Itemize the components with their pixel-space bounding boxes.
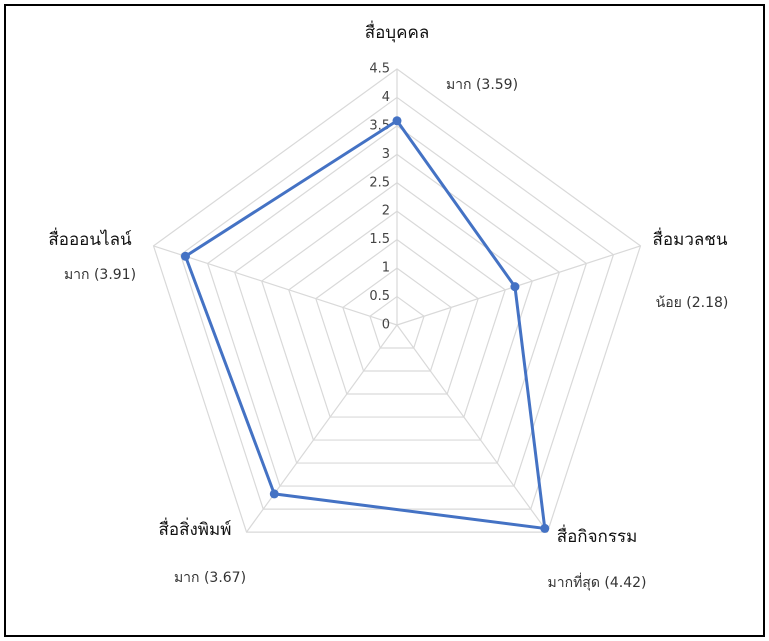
r-tick-label: 3 [382, 147, 390, 162]
category-label: สื่อบุคคล [365, 20, 430, 43]
grid-ring [288, 210, 506, 418]
data-point [510, 282, 520, 292]
r-tick-label: 4 [382, 90, 390, 105]
r-tick-label: 2.5 [369, 175, 390, 190]
value-label: มาก (3.91) [64, 267, 136, 283]
grid-ring [342, 267, 452, 372]
grid-ring [206, 125, 588, 487]
grid-ring [233, 153, 561, 464]
axis-spoke [153, 245, 398, 326]
axis-spoke [396, 324, 548, 533]
r-tick-label: 1 [382, 261, 390, 276]
r-tick-label: 0.5 [369, 289, 390, 304]
r-tick-label: 2 [382, 204, 390, 219]
series-line [183, 119, 547, 530]
category-label: สื่อกิจกรรม [557, 524, 638, 547]
data-point [540, 523, 550, 533]
category-label: สื่อออนไลน์ [48, 227, 132, 250]
grid-ring [152, 68, 642, 533]
value-label: น้อย (2.18) [656, 295, 729, 311]
r-tick-label: 4.5 [369, 62, 390, 77]
category-label: สื่อสิ่งพิมพ์ [159, 517, 232, 540]
grid-ring [369, 295, 425, 349]
r-tick-label: 1.5 [369, 232, 390, 247]
data-point [392, 116, 402, 126]
category-label: สื่อมวลชน [653, 227, 728, 250]
value-label: มากที่สุด (4.42) [548, 573, 647, 591]
data-point [180, 251, 190, 261]
grid-ring [261, 182, 533, 441]
value-label: มาก (3.59) [446, 77, 518, 93]
axis-spoke [246, 324, 398, 533]
r-tick-label: 0 [382, 318, 390, 333]
value-label: มาก (3.67) [174, 570, 246, 586]
grid-ring [315, 238, 479, 395]
data-point [269, 489, 279, 499]
